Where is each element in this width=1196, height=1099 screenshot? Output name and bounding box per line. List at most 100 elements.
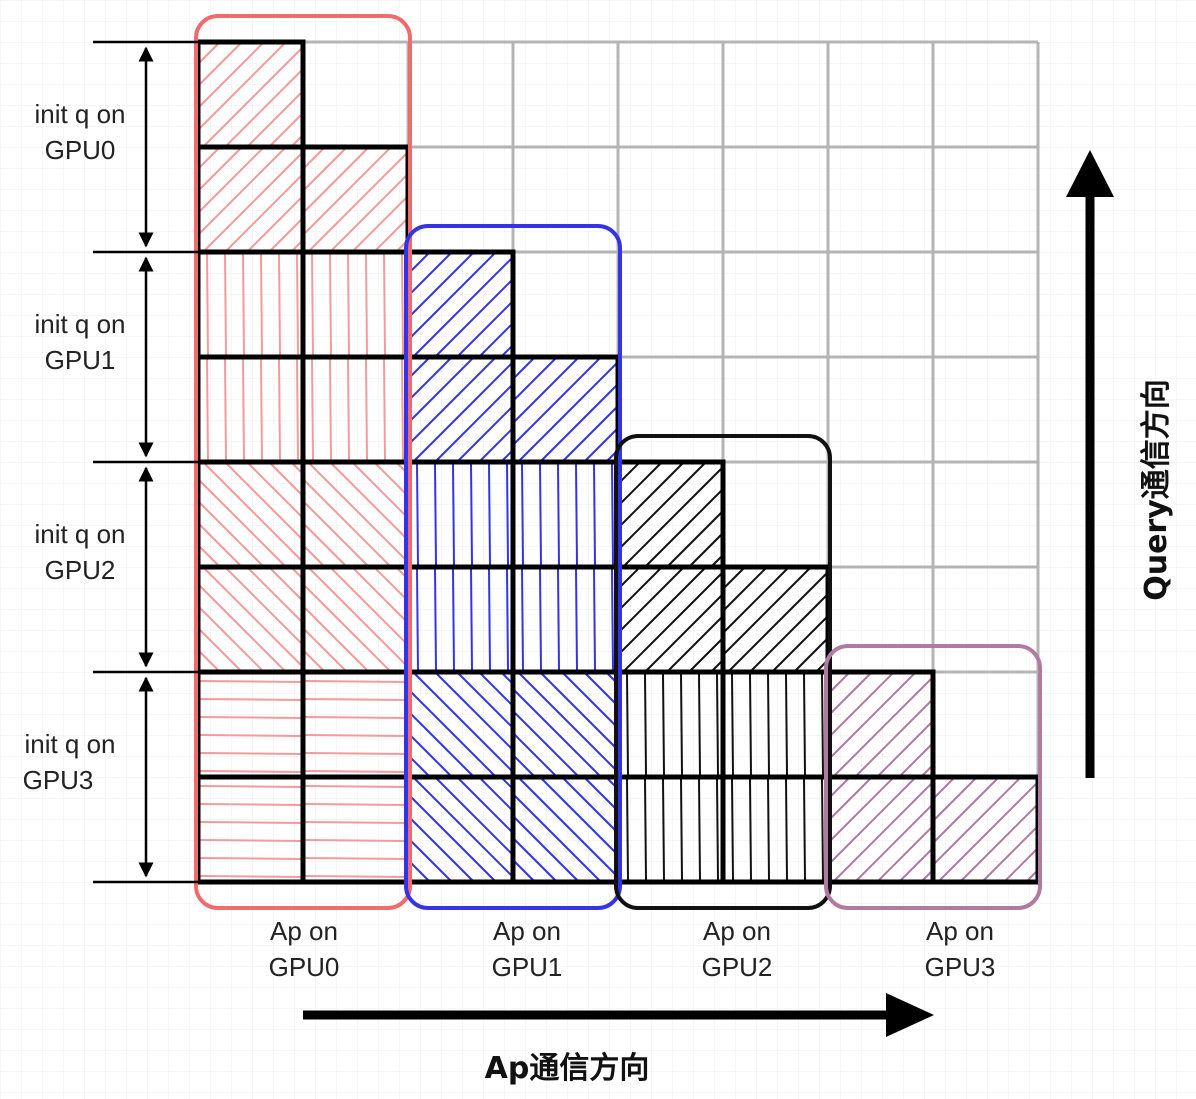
hatch-line: [302, 146, 348, 192]
hatch-line: [731, 778, 734, 881]
hatch-line: [981, 825, 1039, 883]
hatch-line: [456, 671, 514, 729]
hatch-line: [803, 778, 806, 881]
hatch-line: [698, 673, 701, 776]
hatch-line: [407, 251, 453, 297]
hatch-line: [278, 358, 281, 461]
hatch-line: [521, 568, 524, 671]
hatch-line: [617, 566, 707, 656]
hatch-line: [478, 427, 514, 463]
hatch-line: [302, 649, 326, 673]
hatch-line: [583, 671, 619, 707]
hatch-line: [407, 732, 453, 778]
hatch-line: [307, 461, 409, 563]
hatch-line: [539, 776, 619, 856]
hatch-line: [688, 532, 724, 568]
gpu-group-box-1: [404, 224, 622, 910]
hatch-line: [199, 680, 302, 683]
hatch-line: [383, 253, 386, 356]
hatch-line: [561, 405, 619, 463]
hatch-line: [329, 173, 409, 253]
row-label-line1: init q on: [34, 99, 125, 129]
hatch-line: [373, 461, 409, 497]
y-axis-title: Query通信方向: [1139, 379, 1174, 601]
row-label-line2: GPU0: [45, 135, 116, 165]
hatch-line: [434, 568, 437, 671]
hatch-line: [854, 698, 934, 778]
hatch-line: [832, 781, 934, 883]
hatch-line: [517, 776, 619, 878]
hatch-line: [407, 793, 497, 883]
hatch-line: [197, 41, 265, 109]
hatch-line: [512, 356, 558, 402]
hatch-line: [304, 803, 407, 806]
column-labels: Ap on GPU0 Ap on GPU1 Ap on GPU2 Ap on GPU3: [269, 916, 996, 982]
hatch-line: [224, 68, 304, 148]
hatch-line: [302, 500, 370, 568]
hatch-line: [347, 358, 350, 461]
hatch-line: [197, 583, 287, 673]
hatch-line: [304, 680, 407, 683]
hatch-line: [302, 627, 348, 673]
hatch-line: [412, 256, 514, 358]
hatch-line: [197, 627, 243, 673]
hatch-line: [199, 839, 302, 842]
hatch-line: [617, 566, 663, 612]
ap-direction-arrow: [303, 993, 934, 1037]
hatch-line: [329, 358, 332, 461]
hatch-line: [698, 778, 701, 881]
hatch-line: [197, 522, 243, 568]
hatch-line: [407, 356, 475, 424]
hatch-line: [767, 778, 770, 881]
row-brackets: [93, 40, 198, 884]
hatch-line: [199, 821, 302, 824]
hatch-line: [512, 356, 536, 380]
hatch-line: [876, 825, 934, 883]
hatch-line: [512, 793, 602, 883]
hatch-line: [722, 566, 790, 634]
hatch-line: [311, 253, 314, 356]
hatch-line: [539, 383, 619, 463]
hatch-line: [771, 615, 829, 673]
hatch-line: [644, 593, 724, 673]
hatch-line: [793, 637, 829, 673]
hatch-line: [246, 90, 304, 148]
hatch-line: [434, 383, 514, 463]
hatch-line: [365, 358, 368, 461]
hatch-line: [716, 673, 719, 776]
hatch-line: [351, 566, 409, 624]
hatch-line: [373, 566, 409, 602]
hatch-line: [512, 356, 602, 446]
hatch-line: [304, 839, 407, 842]
hatch-line: [827, 776, 873, 822]
hatch-line: [470, 568, 473, 671]
hatch-line: [197, 41, 287, 131]
hatch-line: [583, 427, 619, 463]
hatch-line: [821, 778, 824, 881]
hatch-line: [517, 671, 619, 773]
hatch-line: [307, 566, 409, 668]
row-label-line1: init q on: [24, 729, 115, 759]
hatch-line: [416, 568, 419, 671]
row-label-line2: GPU3: [23, 765, 94, 795]
hatch-line: [401, 253, 404, 356]
hatch-line: [803, 673, 806, 776]
hatch-line: [268, 461, 304, 497]
hatch-line: [644, 488, 724, 568]
hatch-line: [412, 671, 514, 773]
row-label-line2: GPU1: [45, 345, 116, 375]
hatch-line: [412, 361, 514, 463]
hatch-line: [512, 754, 536, 778]
hatch-line: [434, 278, 514, 358]
hatch-line: [304, 857, 407, 860]
hatch-line: [932, 776, 978, 822]
hatch-line: [199, 875, 302, 878]
hatch-line: [202, 46, 304, 148]
hatch-line: [827, 776, 895, 844]
hatch-line: [407, 356, 453, 402]
hatch-line: [199, 770, 302, 773]
hatch-line: [512, 710, 580, 778]
hatch-line: [304, 770, 407, 773]
column-label-line1: Ap on: [703, 916, 771, 946]
hatch-line: [617, 566, 685, 634]
